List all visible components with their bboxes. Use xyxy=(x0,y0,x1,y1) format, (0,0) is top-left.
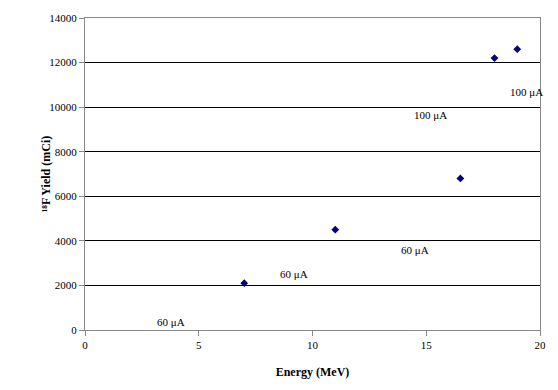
svg-text:¹⁸F Yield (mCi): ¹⁸F Yield (mCi) xyxy=(39,136,53,213)
svg-text:2000: 2000 xyxy=(55,279,78,291)
svg-text:Energy (MeV): Energy (MeV) xyxy=(276,365,350,379)
svg-text:0: 0 xyxy=(71,324,77,336)
svg-text:100 μA: 100 μA xyxy=(414,109,447,121)
svg-text:14000: 14000 xyxy=(49,12,77,24)
svg-text:60 μA: 60 μA xyxy=(401,244,429,256)
svg-text:0: 0 xyxy=(82,339,88,351)
svg-text:10000: 10000 xyxy=(49,101,77,113)
svg-text:60 μA: 60 μA xyxy=(280,268,308,280)
svg-text:15: 15 xyxy=(421,339,433,351)
svg-text:20: 20 xyxy=(535,339,547,351)
svg-text:60 μA: 60 μA xyxy=(157,316,185,328)
svg-text:10: 10 xyxy=(307,339,319,351)
svg-text:5: 5 xyxy=(196,339,202,351)
svg-text:12000: 12000 xyxy=(49,56,77,68)
svg-text:6000: 6000 xyxy=(55,190,78,202)
svg-text:8000: 8000 xyxy=(55,146,78,158)
svg-text:4000: 4000 xyxy=(55,235,78,247)
svg-text:100 μA: 100 μA xyxy=(510,86,543,98)
